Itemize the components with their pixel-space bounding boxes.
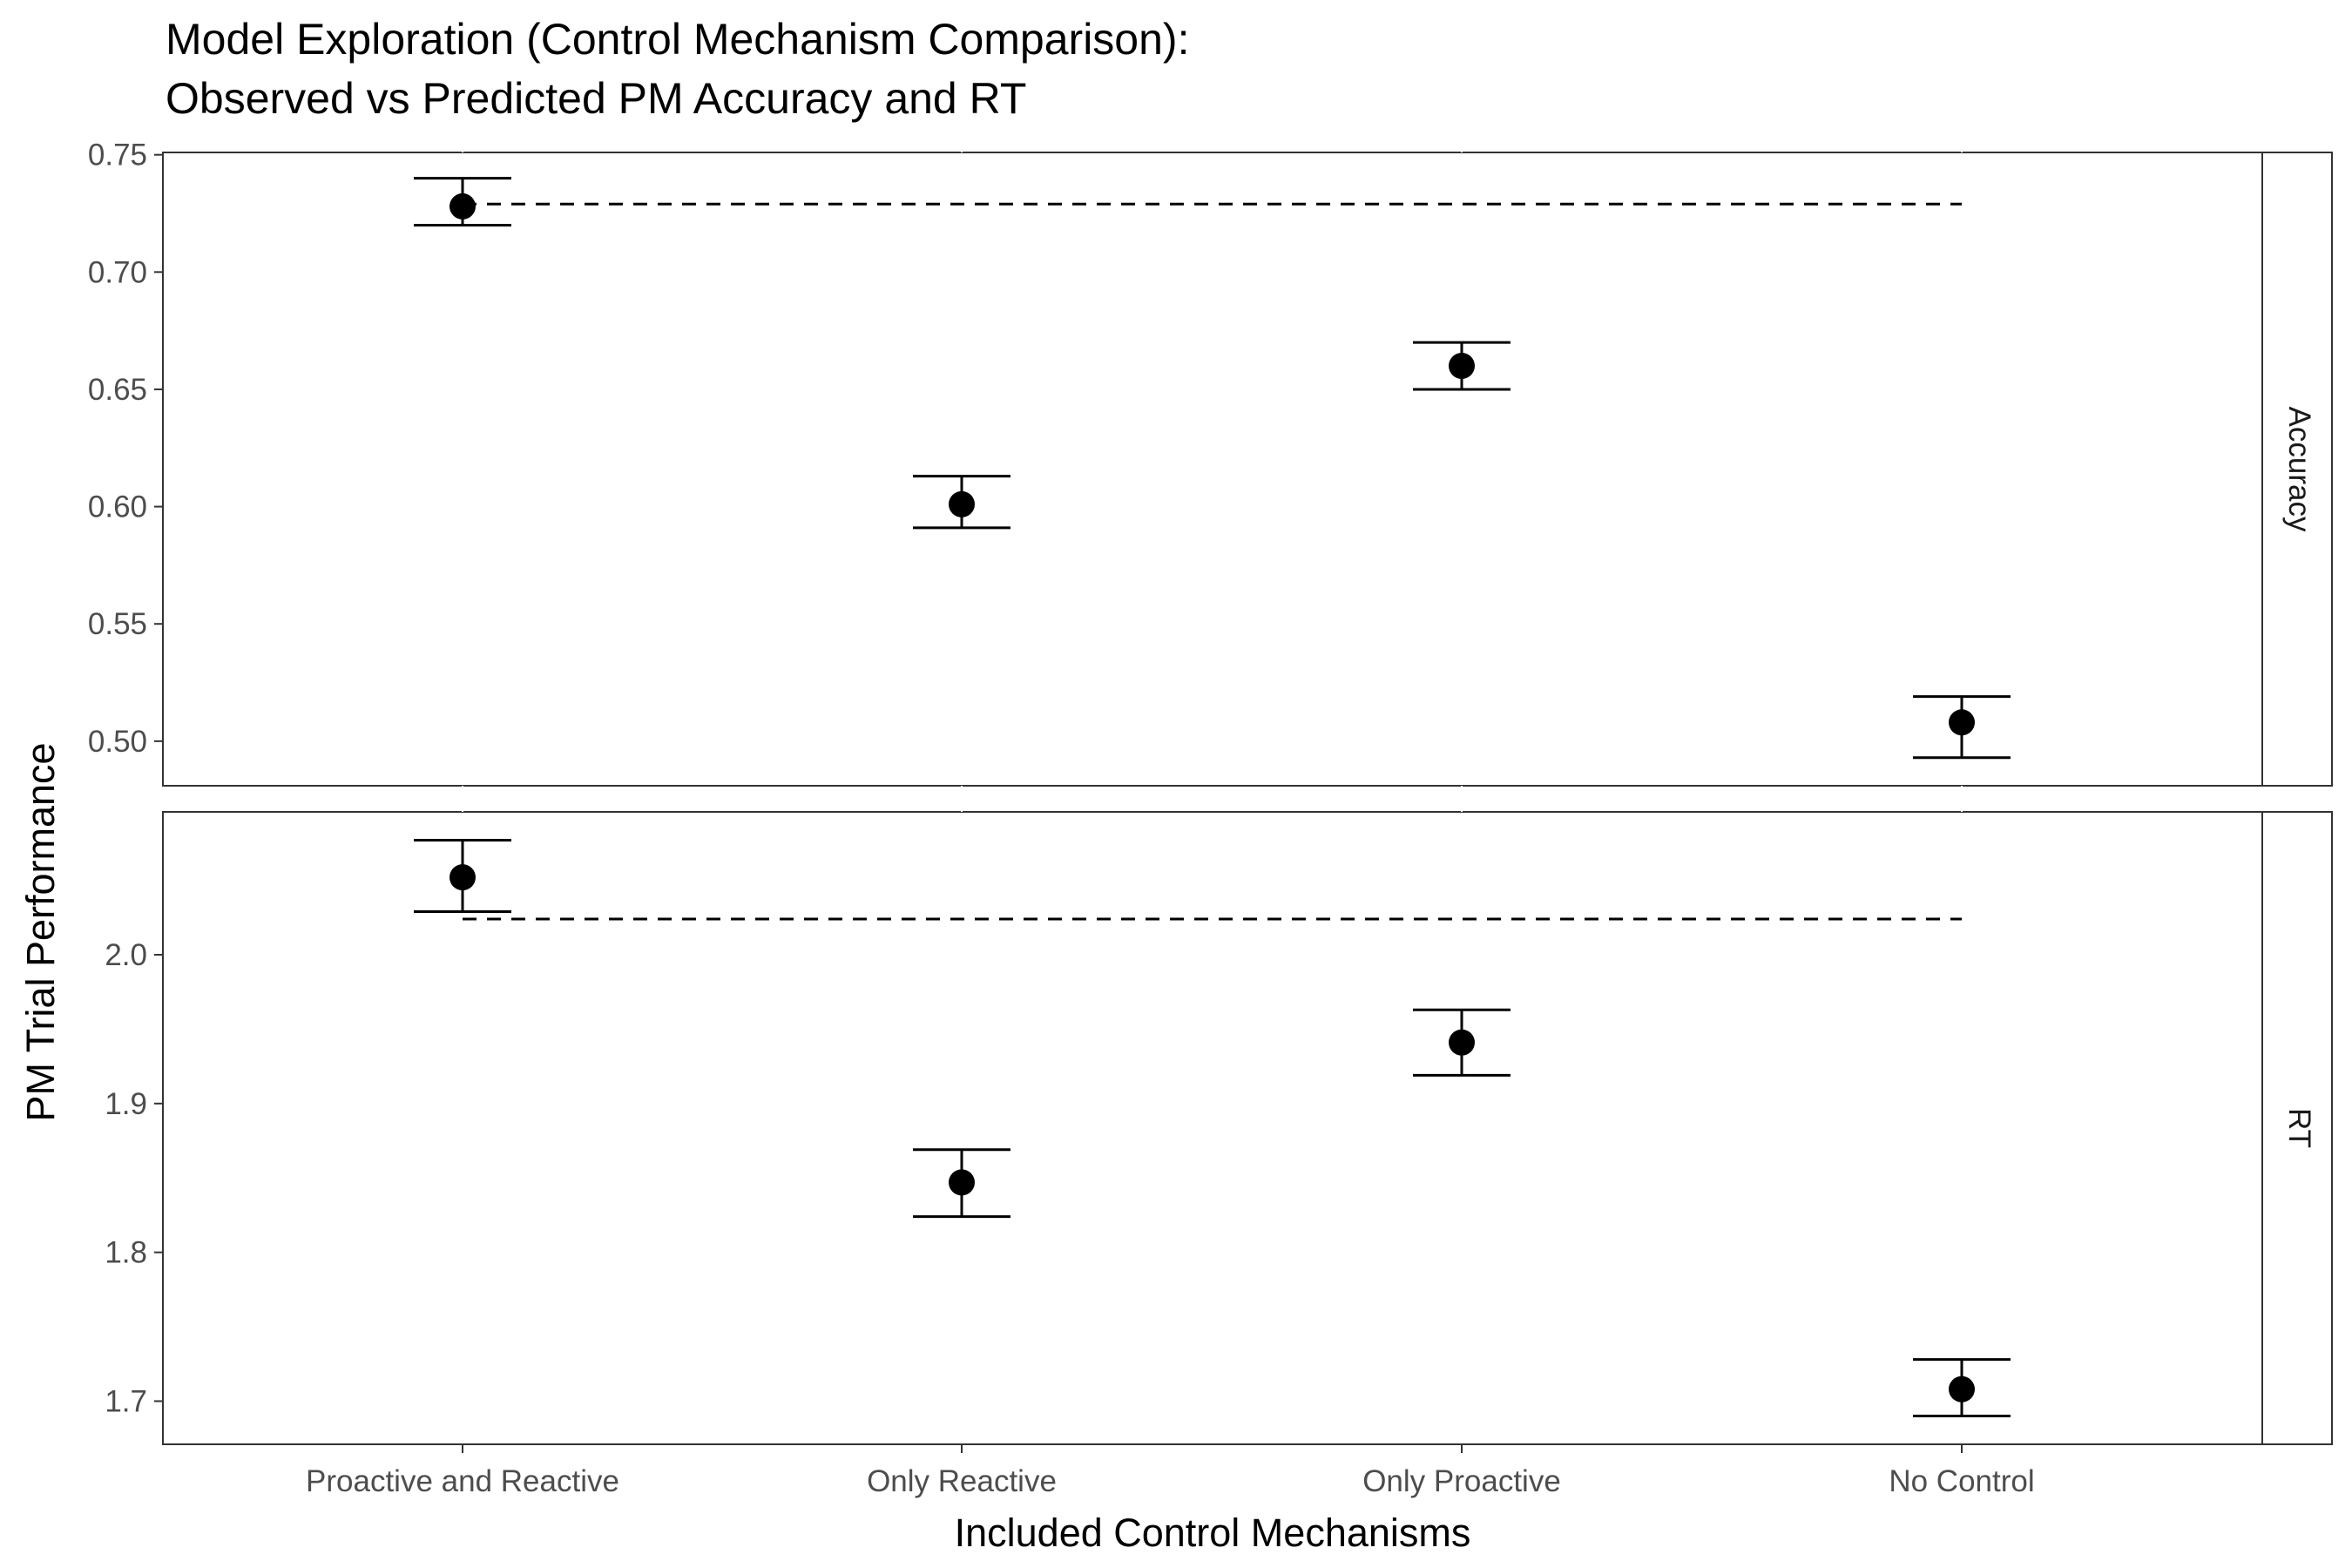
x-tick-label: No Control	[1889, 1464, 2034, 1498]
x-axis-title: Included Control Mechanisms	[955, 1511, 1471, 1555]
x-tick-label: Only Proactive	[1362, 1464, 1561, 1498]
facet-strip: RT	[2261, 811, 2333, 1445]
data-point	[1449, 353, 1475, 380]
data-point	[949, 490, 975, 517]
y-tick-label: 1.9	[105, 1087, 147, 1121]
facet-panel-accuracy: Accuracy 0.50 0.55 0.60 0.65 0.70 0.75	[88, 139, 2333, 794]
facet-strip-box	[2261, 811, 2333, 1445]
facet-strip-label: RT	[2282, 1108, 2316, 1148]
data-point	[1949, 1375, 1975, 1402]
y-tick-label: 0.65	[88, 373, 147, 407]
data-point	[449, 864, 476, 891]
y-tick-label: 0.70	[88, 255, 147, 289]
y-tick-label: 2.0	[105, 938, 147, 972]
y-tick-label: 0.50	[88, 725, 147, 759]
y-tick-label: 0.75	[88, 139, 147, 172]
facet-strip-label: Accuracy	[2282, 407, 2316, 532]
y-tick-label: 0.55	[88, 607, 147, 641]
data-point	[1949, 709, 1975, 736]
data-point	[1449, 1029, 1475, 1056]
data-point	[449, 193, 476, 220]
data-point	[949, 1169, 975, 1196]
y-axis-title: PM Trial Performance	[18, 742, 63, 1121]
chart-title-line-2: Observed vs Predicted PM Accuracy and RT	[166, 74, 1026, 123]
chart-title-line-1: Model Exploration (Control Mechanism Com…	[166, 15, 1189, 64]
facet-strip-box	[2261, 152, 2333, 787]
x-axis: Proactive and Reactive Only Reactive Only …	[306, 1464, 2035, 1498]
y-tick-label: 1.7	[105, 1384, 147, 1418]
x-tick-label: Proactive and Reactive	[306, 1464, 619, 1498]
y-tick-label: 0.60	[88, 490, 147, 524]
x-tick-label: Only Reactive	[867, 1464, 1057, 1498]
facets-layer: Accuracy 0.50 0.55 0.60 0.65 0.70 0.75 RT 1.7 1.8…	[88, 139, 2333, 1453]
y-tick-label: 1.8	[105, 1236, 147, 1270]
facet-panel-rt: RT 1.7 1.8 1.9 2.0	[105, 803, 2333, 1453]
facet-strip: Accuracy	[2261, 152, 2333, 787]
